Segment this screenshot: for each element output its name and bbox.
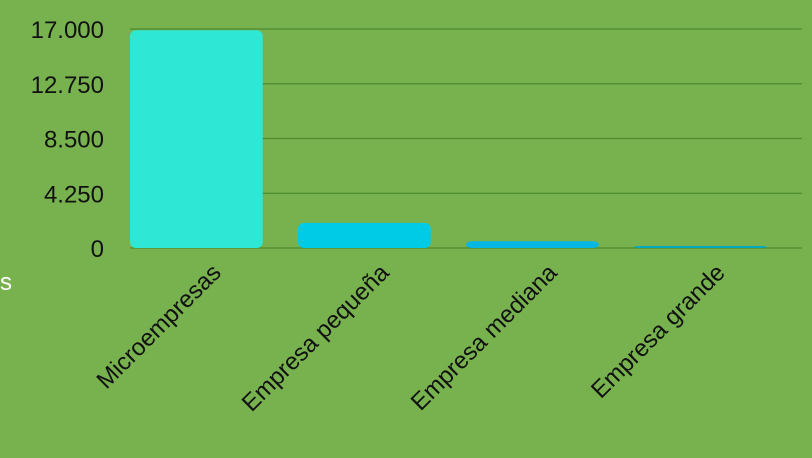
x-category-label: Empresa pequeña [237, 259, 395, 417]
bar [634, 245, 767, 248]
x-category-label: Empresa grande [586, 259, 731, 404]
y-tick-label: 0 [91, 236, 104, 263]
edge-text-fragment: s [0, 269, 12, 296]
bars [130, 30, 767, 248]
y-tick-label: 12.750 [31, 72, 104, 99]
bar [298, 222, 431, 248]
bar [466, 241, 599, 248]
y-tick-label: 4.250 [44, 181, 104, 208]
x-axis-categories: Microempresas Empresa pequeña Empresa medi… [92, 259, 731, 417]
bar [130, 30, 263, 248]
x-category-label: Microempresas [92, 259, 227, 394]
x-category-label: Empresa mediana [406, 259, 563, 416]
y-tick-label: 8.500 [44, 127, 104, 154]
y-tick-label: 17.000 [31, 17, 104, 44]
y-axis-ticks: 0 4.250 8.500 12.750 17.000 [31, 17, 104, 263]
